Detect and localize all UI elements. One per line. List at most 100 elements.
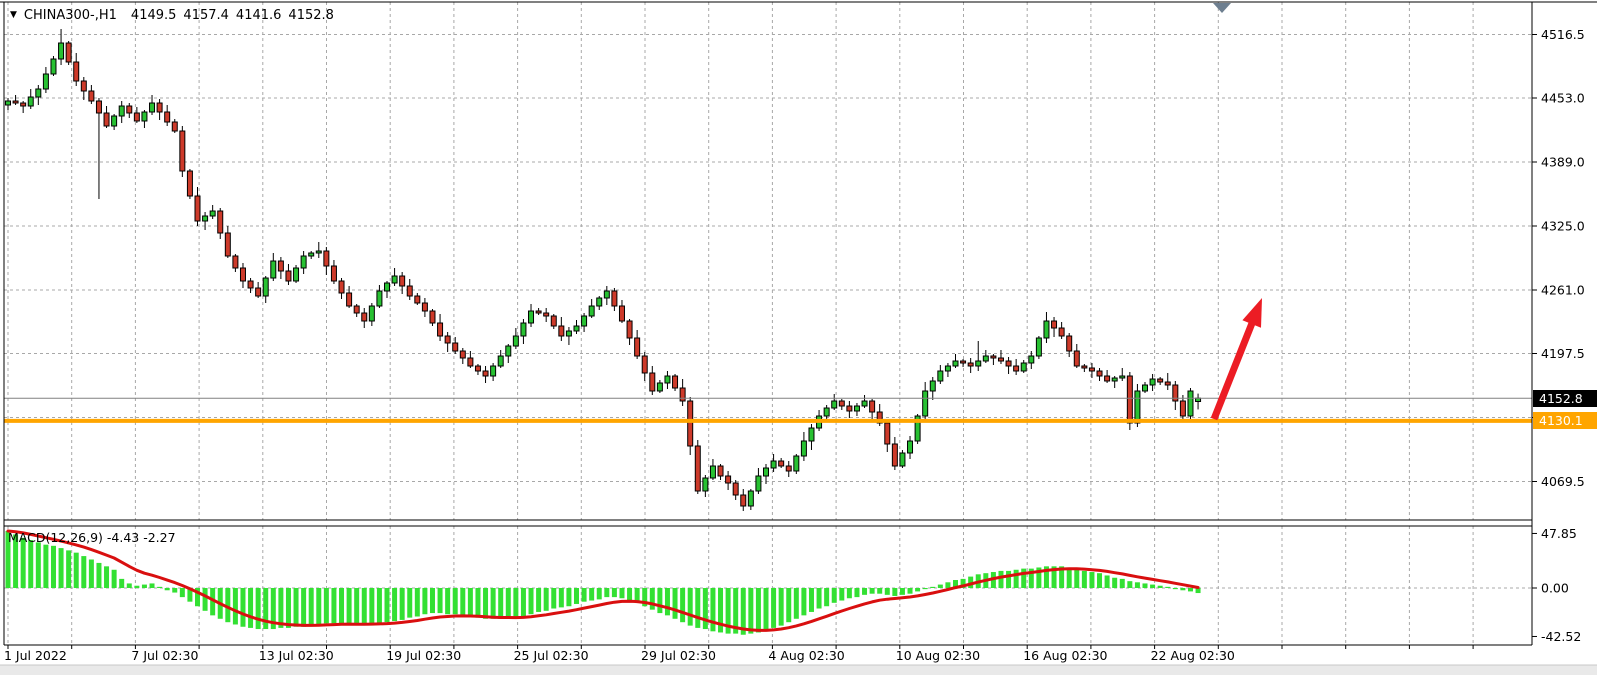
bull-candle-body (907, 440, 914, 454)
macd-histogram-bar (1127, 581, 1133, 588)
macd-histogram-bar (937, 584, 943, 588)
bull-candle-body (603, 290, 610, 299)
macd-histogram-bar (195, 588, 200, 607)
trend-arrow-shaft[interactable] (1210, 317, 1258, 421)
macd-histogram-bar (149, 583, 155, 588)
price-axis-label[interactable]: 4197.5 (1541, 346, 1585, 361)
bull-candle-body (1119, 375, 1126, 379)
bull-candle-body (975, 360, 982, 367)
bear-candle-body (649, 372, 656, 392)
macd-signal-line (6, 529, 1200, 632)
bear-candle-body (997, 357, 1004, 362)
macd-histogram-bar (361, 588, 367, 625)
candlestick-series[interactable] (5, 29, 1202, 511)
bull-candle-body (368, 305, 375, 322)
macd-histogram-bar (1066, 567, 1072, 588)
macd-histogram-bar (339, 588, 345, 624)
macd-histogram-bar (702, 588, 708, 630)
time-axis-label[interactable]: 13 Jul 02:30 (259, 648, 334, 663)
bull-candle-body (35, 88, 42, 98)
bull-candle-body (391, 275, 398, 284)
macd-histogram-bar (968, 576, 974, 588)
bear-candle-body (869, 400, 876, 413)
time-axis-label[interactable]: 10 Aug 02:30 (896, 648, 980, 663)
bear-candle-body (543, 312, 550, 317)
macd-histogram-bar (316, 588, 322, 625)
bear-candle-body (429, 310, 436, 324)
time-axis-label[interactable]: 19 Jul 02:30 (386, 648, 461, 663)
macd-histogram-bar (5, 531, 11, 588)
macd-histogram[interactable] (5, 531, 1201, 635)
ohlc-high-value: 4157.4 (183, 7, 229, 23)
time-axis-label[interactable]: 25 Jul 02:30 (514, 648, 589, 663)
chart-title-bar: ▼ CHINA300-,H1 4149.5 4157.4 4141.6 4152… (6, 6, 341, 24)
bear-candle-body (247, 280, 254, 289)
macd-histogram-bar (1142, 583, 1148, 588)
bear-candle-body (437, 322, 444, 337)
macd-histogram-bar (846, 588, 852, 599)
bull-candle-body (914, 415, 921, 442)
time-axis-label[interactable]: 7 Jul 02:30 (131, 648, 198, 663)
macd-histogram-bar (627, 588, 633, 601)
bull-candle-body (1035, 337, 1042, 357)
macd-axis-label[interactable]: 0.00 (1541, 581, 1569, 596)
bull-candle-body (702, 477, 709, 492)
macd-histogram-bar (1036, 567, 1042, 588)
bear-candle-body (1066, 335, 1073, 352)
bull-candle-body (262, 277, 269, 297)
macd-histogram-bar (475, 588, 481, 618)
bull-candle-body (596, 297, 603, 307)
macd-histogram-bar (1089, 572, 1095, 588)
bear-candle-body (1081, 365, 1088, 369)
macd-histogram-bar (1006, 570, 1012, 588)
price-axis-label[interactable]: 4516.5 (1541, 27, 1585, 42)
time-axis-label[interactable]: 1 Jul 2022 (4, 648, 67, 663)
macd-histogram-bar (255, 588, 261, 630)
time-axis-label[interactable]: 16 Aug 02:30 (1023, 648, 1107, 663)
bear-candle-body (1157, 378, 1164, 383)
bull-candle-body (853, 405, 860, 412)
symbol-dropdown-icon[interactable]: ▼ (10, 10, 17, 20)
bear-candle-body (80, 80, 87, 92)
bear-candle-body (838, 400, 845, 407)
macd-histogram-bar (346, 588, 352, 624)
bull-candle-body (808, 427, 815, 442)
bull-candle-body (1043, 320, 1050, 339)
macd-histogram-bar (899, 588, 905, 595)
price-axis-label[interactable]: 4325.0 (1541, 219, 1585, 234)
time-axis-label[interactable]: 4 Aug 02:30 (768, 648, 844, 663)
macd-histogram-bar (596, 588, 602, 600)
time-axis-label[interactable]: 22 Aug 02:30 (1151, 648, 1235, 663)
trend-arrow-head-icon[interactable] (1242, 298, 1262, 328)
macd-histogram-bar (172, 588, 178, 593)
macd-histogram-bar (429, 588, 435, 614)
bid-price-badge: 4152.8 (1533, 390, 1597, 407)
price-axis-label[interactable]: 4069.5 (1541, 474, 1585, 489)
macd-histogram-bar (278, 588, 284, 628)
macd-histogram-bar (1043, 566, 1049, 588)
price-axis-label[interactable]: 4453.0 (1541, 91, 1585, 106)
macd-axis-label[interactable]: -42.52 (1541, 629, 1581, 644)
macd-histogram-bar (452, 588, 458, 615)
macd-histogram-bar (869, 588, 875, 594)
macd-histogram-bar (498, 588, 504, 619)
price-axis-label[interactable]: 4389.0 (1541, 155, 1585, 170)
bull-candle-body (42, 73, 49, 90)
macd-histogram-bar (543, 588, 549, 611)
price-axis-label[interactable]: 4261.0 (1541, 283, 1585, 298)
macd-axis-label[interactable]: 47.85 (1541, 526, 1577, 541)
bull-candle-body (656, 382, 663, 392)
bear-candle-body (1005, 360, 1012, 367)
bear-candle-body (452, 342, 459, 352)
bear-candle-body (679, 387, 686, 402)
bull-candle-body (209, 210, 216, 217)
time-axis-label[interactable]: 29 Jul 02:30 (641, 648, 716, 663)
macd-histogram-bar (771, 588, 777, 628)
chart-shift-marker-icon[interactable] (1213, 3, 1231, 13)
bear-candle-body (285, 270, 292, 282)
macd-histogram-bar (1112, 577, 1118, 588)
bear-candle-body (732, 482, 739, 496)
bear-candle-body (406, 285, 413, 297)
bear-candle-body (1172, 384, 1179, 402)
